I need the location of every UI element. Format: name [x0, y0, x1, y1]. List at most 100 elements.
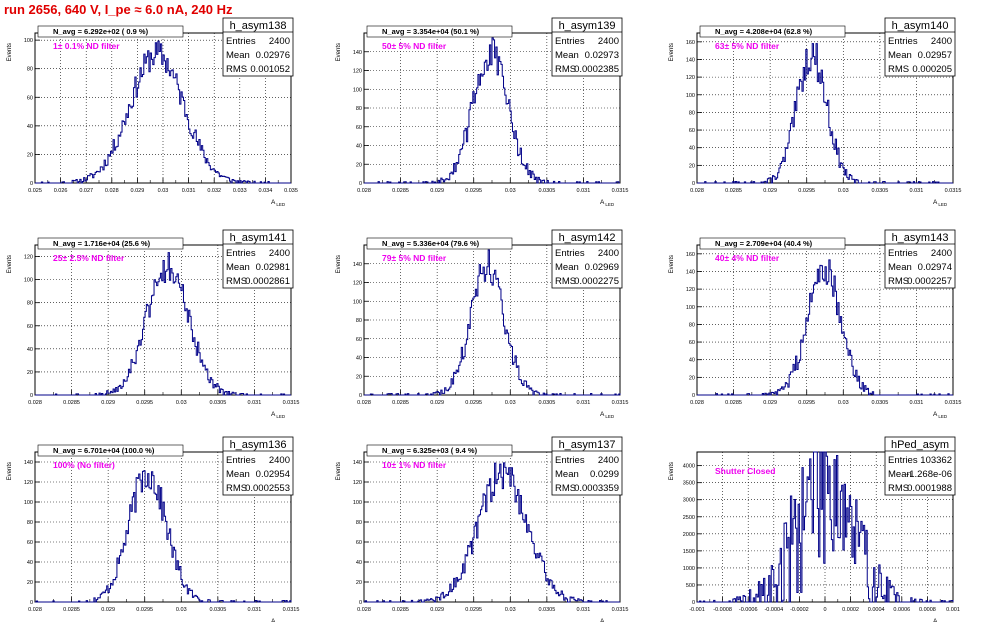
- stats-box: [222, 17, 294, 77]
- stats-box: [884, 17, 956, 77]
- n-avg-box: [699, 237, 846, 250]
- histogram-panel: -0.001 -0.0008 -0.0006 -0.0004 -0.0002 0 0.000…: [669, 436, 960, 622]
- y-tick-label: 140: [686, 269, 695, 275]
- y-tick-label: 3000: [683, 498, 695, 504]
- y-tick-label: 120: [24, 480, 33, 486]
- y-tick-label: 120: [353, 281, 362, 287]
- y-tick-label: 100: [24, 278, 33, 284]
- stats-value: 2400: [598, 248, 619, 259]
- histogram-series: [697, 43, 953, 184]
- stats-value: 2400: [598, 455, 619, 466]
- y-tick-label: 60: [356, 540, 362, 546]
- stats-value: 0.02981: [256, 262, 290, 273]
- y-tick-label: 160: [686, 252, 695, 258]
- y-tick-label: 100: [353, 500, 362, 506]
- x-tick-label: 0.0285: [725, 400, 742, 406]
- x-tick-label: 0.03: [838, 188, 849, 194]
- n-avg-box: [699, 25, 846, 38]
- y-tick-label: 140: [686, 57, 695, 63]
- x-tick-label: 0.03: [505, 188, 516, 194]
- y-axis-label: Events: [336, 255, 342, 273]
- x-tick-label: 0.029: [101, 607, 115, 613]
- y-tick-label: 40: [689, 146, 695, 152]
- x-tick-label: 0.028: [357, 188, 371, 194]
- y-tick-label: 1500: [683, 549, 695, 555]
- x-tick-label: 0.0315: [612, 607, 629, 613]
- x-tick-label: 0.03: [505, 400, 516, 406]
- histogram-panel: 0.025 0.026 0.027 0.028 0.029 0.03 0.031 0.032 0…: [7, 17, 298, 207]
- x-axis-label: ALED: [600, 618, 615, 622]
- filter-annotation: 10± 1% ND filter: [382, 460, 447, 470]
- y-tick-label: 20: [689, 163, 695, 169]
- y-tick-label: 0: [359, 600, 362, 606]
- x-tick-label: 0.032: [207, 188, 221, 194]
- y-tick-label: 80: [356, 520, 362, 526]
- stats-value: 0.001052: [250, 64, 290, 75]
- x-tick-label: 0.027: [79, 188, 93, 194]
- x-tick-label: 0.0285: [392, 188, 409, 194]
- y-tick-label: 20: [356, 580, 362, 586]
- stats-box: [551, 436, 623, 496]
- y-tick-label: 20: [27, 580, 33, 586]
- histogram-name: h_asym140: [892, 20, 949, 32]
- y-tick-label: 0: [692, 181, 695, 187]
- histogram-name: hPed_asym: [891, 439, 949, 451]
- stats-value: 0.02973: [585, 50, 619, 61]
- x-tick-label: 0.031: [577, 607, 591, 613]
- stats-label: RMS: [555, 64, 576, 75]
- stats-label: Mean: [888, 262, 912, 273]
- y-tick-label: 100: [686, 93, 695, 99]
- y-tick-label: 120: [686, 75, 695, 81]
- y-tick-label: 60: [27, 540, 33, 546]
- stats-box: [551, 229, 623, 289]
- x-tick-label: 0.0305: [538, 607, 555, 613]
- filter-annotation: 63± 5% ND filter: [715, 41, 780, 51]
- x-axis-label: ALED: [271, 199, 286, 207]
- stats-box: [222, 229, 294, 289]
- x-tick-label: 0.029: [763, 400, 777, 406]
- x-tick-label: 0.028: [105, 188, 119, 194]
- y-tick-label: 80: [27, 520, 33, 526]
- y-axis-label: Events: [669, 462, 675, 480]
- y-tick-label: 0: [30, 600, 33, 606]
- x-tick-label: 0.0295: [465, 188, 482, 194]
- y-tick-label: 80: [689, 322, 695, 328]
- stats-label: RMS: [226, 64, 247, 75]
- x-tick-label: 0.0315: [283, 607, 300, 613]
- n-avg-box: [37, 444, 184, 457]
- histogram-series: [35, 470, 292, 603]
- y-tick-label: 140: [24, 460, 33, 466]
- stats-value: 2400: [269, 455, 290, 466]
- histogram-panel: 0.028 0.0285 0.029 0.0295 0.03 0.0305 0.031 0.0…: [7, 229, 299, 419]
- y-axis-label: Events: [669, 43, 675, 61]
- x-tick-label: 0.03: [505, 607, 516, 613]
- y-tick-label: 40: [356, 356, 362, 362]
- stats-box: [222, 436, 294, 496]
- stats-label: RMS: [555, 276, 576, 287]
- stats-box: [551, 17, 623, 77]
- stats-value: 0.0002275: [574, 276, 619, 287]
- stats-label: RMS: [888, 483, 909, 494]
- histogram-series: [364, 462, 620, 603]
- stats-label: Mean: [888, 50, 912, 61]
- stats-label: Entries: [226, 248, 256, 259]
- y-tick-label: 140: [353, 460, 362, 466]
- x-tick-label: 0.0305: [871, 188, 888, 194]
- y-axis-label: Events: [7, 43, 13, 61]
- x-tick-label: 0.0008: [919, 607, 936, 613]
- x-tick-label: 0: [823, 607, 826, 613]
- filter-annotation: 100% (No filter): [53, 460, 115, 470]
- n-avg-box: [37, 25, 184, 38]
- x-tick-label: 0.025: [28, 188, 42, 194]
- y-tick-label: 20: [27, 370, 33, 376]
- y-tick-label: 120: [353, 69, 362, 75]
- x-tick-label: 0.028: [28, 400, 42, 406]
- filter-annotation: 79± 5% ND filter: [382, 253, 447, 263]
- stats-value: 0.0002553: [245, 483, 290, 494]
- histogram-panel: 0.028 0.0285 0.029 0.0295 0.03 0.0305 0.031 0.0…: [336, 17, 628, 207]
- stats-label: Mean: [555, 469, 579, 480]
- stats-box: [884, 436, 956, 496]
- x-axis-label: ALED: [933, 199, 948, 207]
- n-avg-label: N_avg = 4.208e+04 (62.8 %): [715, 27, 813, 36]
